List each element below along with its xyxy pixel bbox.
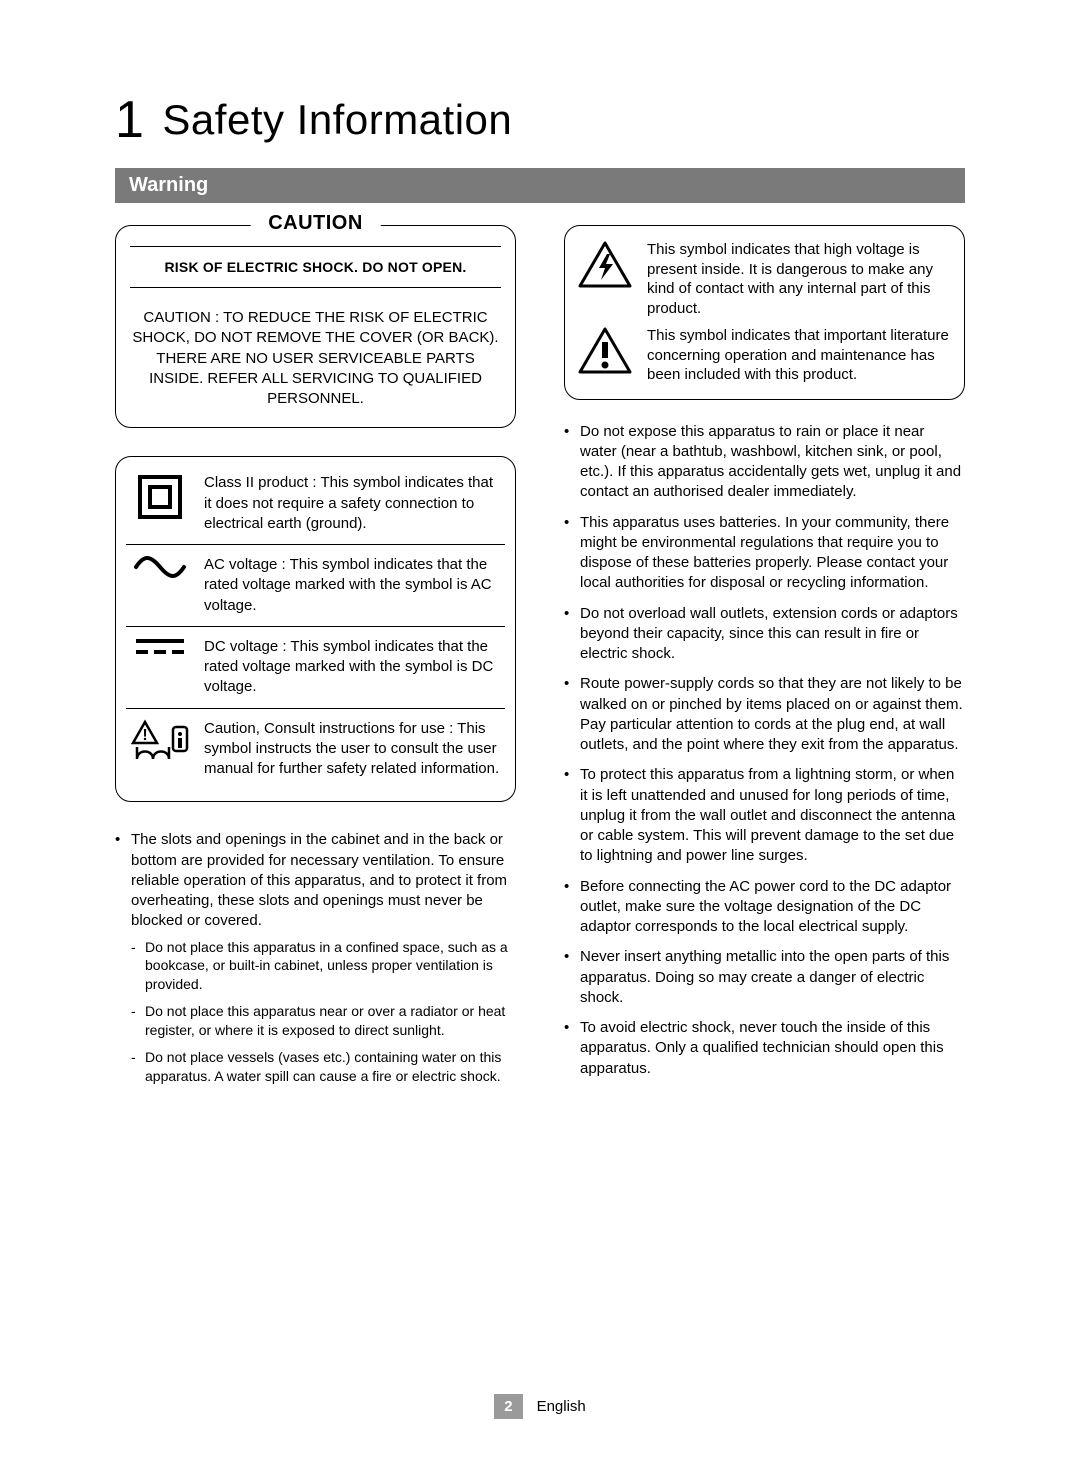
list-item: To protect this apparatus from a lightni… [564,765,965,866]
symbol-definitions-box: Class II product : This symbol indicates… [115,456,516,802]
section-heading: 1 Safety Information [115,90,965,150]
symbol-row: Class II product : This symbol indicates… [126,473,505,545]
triangle-row: This symbol indicates that high voltage … [577,236,952,322]
list-item: Do not place vessels (vases etc.) contai… [131,1048,516,1086]
warning-bar: Warning [115,168,965,203]
dc-icon [130,637,190,657]
triangle-text: This symbol indicates that high voltage … [647,240,952,318]
list-item: This apparatus uses batteries. In your c… [564,513,965,594]
section-number: 1 [115,91,144,149]
symbol-text: Class II product : This symbol indicates… [204,473,501,534]
svg-text:!: ! [142,727,147,744]
triangle-row: This symbol indicates that important lit… [577,322,952,389]
left-column: CAUTION RISK OF ELECTRIC SHOCK. DO NOT O… [115,225,516,1096]
class2-icon [130,473,190,521]
right-bullet-list: Do not expose this apparatus to rain or … [564,422,965,1079]
left-sub-list: Do not place this apparatus in a confine… [131,938,516,1086]
page-number: 2 [494,1394,522,1419]
section-title-text: Safety Information [162,96,512,143]
list-item: The slots and openings in the cabinet an… [115,830,516,1085]
symbol-text: DC voltage : This symbol indicates that … [204,637,501,698]
list-item: Never insert anything metallic into the … [564,947,965,1008]
triangle-symbols-box: This symbol indicates that high voltage … [564,225,965,400]
caution-body-text: CAUTION : TO REDUCE THE RISK OF ELECTRIC… [130,308,501,413]
list-item: Do not place this apparatus in a confine… [131,938,516,995]
caution-box: CAUTION RISK OF ELECTRIC SHOCK. DO NOT O… [115,225,516,428]
ac-icon [130,555,190,579]
exclamation-icon [577,326,633,381]
symbol-row: ! Caution, Consult instructions for use … [126,709,505,790]
symbol-row: AC voltage : This symbol indicates that … [126,545,505,627]
triangle-text: This symbol indicates that important lit… [647,326,952,385]
symbol-text: AC voltage : This symbol indicates that … [204,555,501,616]
caution-legend: CAUTION [250,212,381,235]
manual-icon: ! [130,719,190,761]
list-item: Do not place this apparatus near or over… [131,1002,516,1040]
list-item: To avoid electric shock, never touch the… [564,1018,965,1079]
risk-of-shock-line: RISK OF ELECTRIC SHOCK. DO NOT OPEN. [130,246,501,288]
high-voltage-icon [577,240,633,295]
list-item-text: The slots and openings in the cabinet an… [131,831,507,929]
symbol-text: Caution, Consult instructions for use : … [204,719,501,780]
two-column-layout: CAUTION RISK OF ELECTRIC SHOCK. DO NOT O… [115,225,965,1096]
list-item: Do not overload wall outlets, extension … [564,604,965,665]
left-bullet-list: The slots and openings in the cabinet an… [115,830,516,1085]
page-language: English [537,1398,586,1415]
list-item: Before connecting the AC power cord to t… [564,877,965,938]
right-column: This symbol indicates that high voltage … [564,225,965,1096]
symbol-row: DC voltage : This symbol indicates that … [126,627,505,709]
page-content: 1 Safety Information Warning CAUTION RISK… [0,0,1080,1096]
list-item: Do not expose this apparatus to rain or … [564,422,965,503]
page-footer: 2 English [0,1394,1080,1419]
list-item: Route power-supply cords so that they ar… [564,674,965,755]
